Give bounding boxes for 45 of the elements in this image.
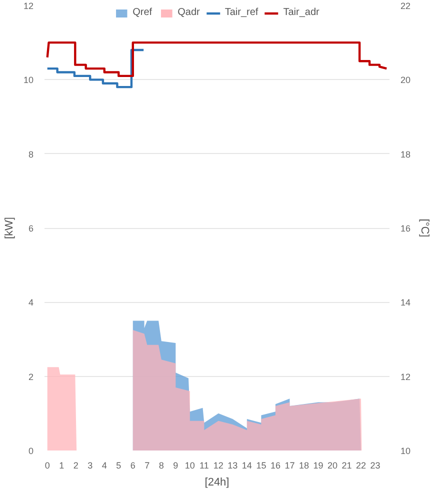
y2-tick-label: 16 xyxy=(400,224,411,234)
x-tick-label: 21 xyxy=(342,460,352,470)
x-tick-label: 5 xyxy=(116,460,122,470)
legend-label: Qadr xyxy=(178,7,200,18)
x-tick-label: 10 xyxy=(184,460,195,470)
y2-axis-title: [°C] xyxy=(418,218,431,238)
x-tick-label: 0 xyxy=(44,460,50,470)
x-axis-title: [24h] xyxy=(204,476,230,488)
x-tick-label: 8 xyxy=(158,460,164,470)
x-tick-label: 20 xyxy=(327,460,338,470)
y2-tick-label: 18 xyxy=(400,149,411,160)
x-tick-label: 17 xyxy=(284,460,295,470)
y2-tick-label: 20 xyxy=(400,75,411,86)
x-tick-label: 6 xyxy=(130,460,136,470)
x-tick-label: 19 xyxy=(313,460,324,470)
y-tick-label: 12 xyxy=(23,1,34,11)
y2-tick-label: 22 xyxy=(400,1,411,11)
x-tick-label: 3 xyxy=(88,460,93,470)
legend-label: Qref xyxy=(132,7,153,18)
y2-tick-label: 14 xyxy=(400,298,411,308)
y-tick-label: 10 xyxy=(23,75,34,86)
y2-tick-label: 12 xyxy=(400,372,411,382)
legend-label: Tair_adr xyxy=(283,7,320,18)
x-tick-label: 16 xyxy=(270,460,280,470)
x-tick-label: 23 xyxy=(370,460,380,470)
y-tick-label: 8 xyxy=(28,149,34,160)
legend-label: Tair_ref xyxy=(224,7,258,18)
x-tick-label: 18 xyxy=(298,460,309,470)
x-tick-label: 11 xyxy=(200,460,209,470)
y-tick-label: 4 xyxy=(28,298,34,308)
x-tick-label: 13 xyxy=(228,460,238,470)
x-tick-label: 2 xyxy=(73,460,78,470)
y2-tick-label: 10 xyxy=(400,446,411,456)
x-tick-label: 1 xyxy=(59,460,64,470)
x-tick-label: 12 xyxy=(213,460,224,470)
x-tick-label: 14 xyxy=(242,460,252,470)
y-tick-label: 2 xyxy=(28,372,34,382)
x-tick-label: 15 xyxy=(256,460,266,470)
y-tick-label: 0 xyxy=(28,446,34,456)
x-tick-label: 7 xyxy=(144,460,150,470)
y-axis-title: [kW] xyxy=(3,216,16,239)
x-tick-label: 9 xyxy=(173,460,178,470)
x-tick-label: 4 xyxy=(102,460,107,470)
y-tick-label: 6 xyxy=(28,224,34,234)
x-tick-label: 22 xyxy=(356,460,366,470)
